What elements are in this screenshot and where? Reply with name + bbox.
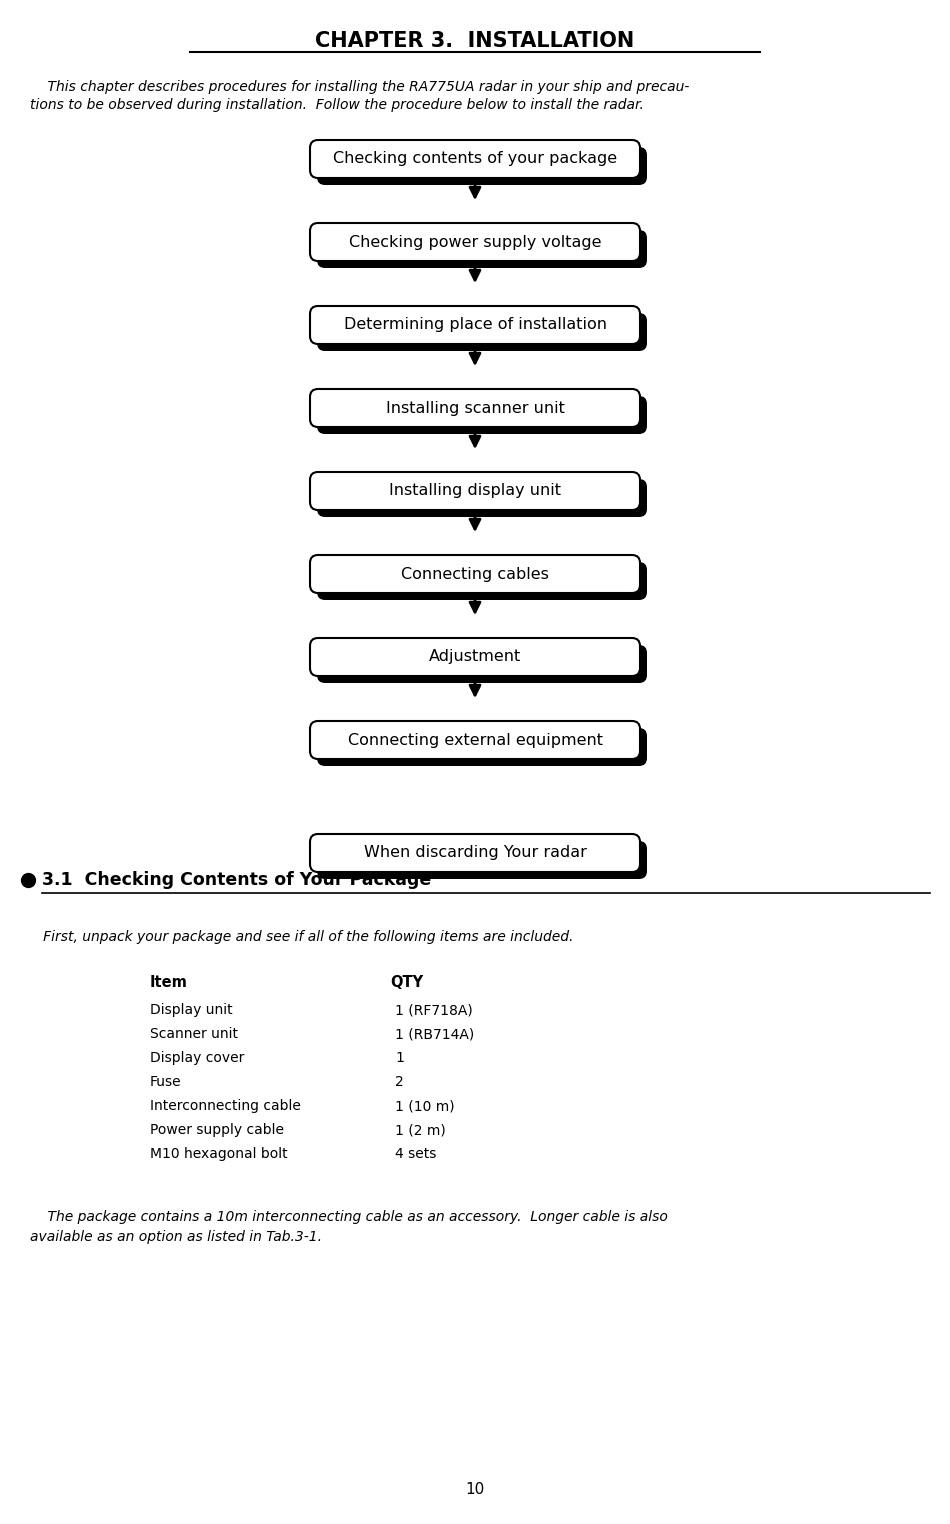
Text: CHAPTER 3.  INSTALLATION: CHAPTER 3. INSTALLATION: [315, 30, 635, 50]
Text: Power supply cable: Power supply cable: [150, 1123, 284, 1137]
FancyBboxPatch shape: [317, 562, 647, 600]
Text: This chapter describes procedures for installing the RA775UA radar in your ship : This chapter describes procedures for in…: [30, 79, 690, 113]
FancyBboxPatch shape: [317, 841, 647, 879]
FancyBboxPatch shape: [310, 639, 640, 677]
Text: Checking power supply voltage: Checking power supply voltage: [349, 235, 601, 250]
FancyBboxPatch shape: [317, 645, 647, 683]
Text: 1 (2 m): 1 (2 m): [395, 1123, 446, 1137]
FancyBboxPatch shape: [310, 721, 640, 759]
Text: Item: Item: [150, 975, 188, 991]
Text: Display unit: Display unit: [150, 1003, 233, 1017]
Text: Fuse: Fuse: [150, 1074, 181, 1090]
FancyBboxPatch shape: [310, 472, 640, 511]
FancyBboxPatch shape: [310, 834, 640, 872]
FancyBboxPatch shape: [317, 312, 647, 351]
FancyBboxPatch shape: [310, 140, 640, 178]
Text: First, unpack your package and see if all of the following items are included.: First, unpack your package and see if al…: [30, 930, 574, 943]
Text: When discarding Your radar: When discarding Your radar: [364, 846, 586, 861]
FancyBboxPatch shape: [317, 728, 647, 767]
FancyBboxPatch shape: [317, 479, 647, 517]
Text: 1: 1: [395, 1052, 404, 1065]
Text: 2: 2: [395, 1074, 404, 1090]
Text: Adjustment: Adjustment: [428, 649, 522, 664]
Text: Determining place of installation: Determining place of installation: [344, 317, 606, 332]
Text: 3.1  Checking Contents of Your Package: 3.1 Checking Contents of Your Package: [42, 872, 431, 888]
Text: Installing display unit: Installing display unit: [389, 483, 561, 498]
Text: Display cover: Display cover: [150, 1052, 244, 1065]
FancyBboxPatch shape: [317, 146, 647, 184]
FancyBboxPatch shape: [310, 223, 640, 261]
Text: QTY: QTY: [390, 975, 423, 991]
FancyBboxPatch shape: [310, 555, 640, 593]
Text: M10 hexagonal bolt: M10 hexagonal bolt: [150, 1148, 288, 1161]
Text: Connecting external equipment: Connecting external equipment: [348, 733, 602, 747]
Text: 10: 10: [466, 1483, 484, 1498]
FancyBboxPatch shape: [310, 306, 640, 344]
Text: Connecting cables: Connecting cables: [401, 567, 549, 582]
Text: Checking contents of your package: Checking contents of your package: [332, 151, 618, 166]
Text: The package contains a 10m interconnecting cable as an accessory.  Longer cable : The package contains a 10m interconnecti…: [30, 1210, 668, 1244]
Text: Interconnecting cable: Interconnecting cable: [150, 1099, 301, 1113]
FancyBboxPatch shape: [310, 389, 640, 427]
Text: 1 (RF718A): 1 (RF718A): [395, 1003, 473, 1017]
FancyBboxPatch shape: [317, 396, 647, 434]
Text: 1 (10 m): 1 (10 m): [395, 1099, 455, 1113]
Text: 1 (RB714A): 1 (RB714A): [395, 1027, 474, 1041]
Text: 4 sets: 4 sets: [395, 1148, 436, 1161]
FancyBboxPatch shape: [317, 230, 647, 268]
Text: Installing scanner unit: Installing scanner unit: [386, 401, 564, 416]
Text: Scanner unit: Scanner unit: [150, 1027, 238, 1041]
